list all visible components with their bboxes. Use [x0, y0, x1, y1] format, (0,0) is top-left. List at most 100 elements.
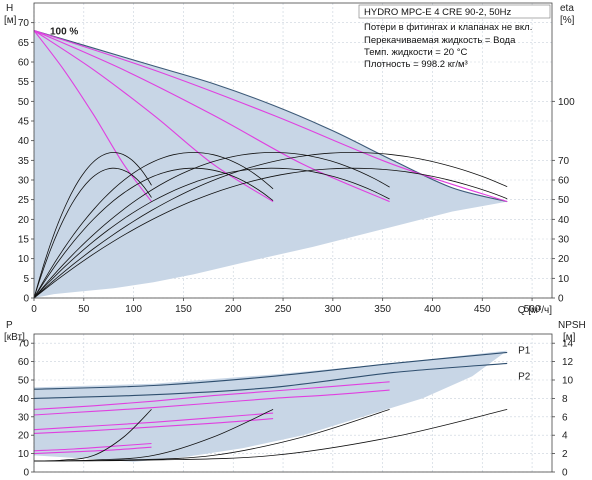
- top-x-ticks: 0 50 100 150 200 250 300 350 400 450 500: [31, 298, 541, 315]
- top-ytick-label-1: 5: [23, 274, 29, 285]
- top-y2label-line1: eta: [560, 3, 574, 14]
- bottom-y2tick-label-2: 4: [562, 431, 568, 442]
- top-ytick-label-7: 35: [18, 156, 30, 167]
- top-xtick-label-9: 450: [474, 304, 491, 315]
- top-ytick-label-10: 50: [18, 97, 30, 108]
- head-efficiency-panel: 0 5 10 15 20 25 30 35 40 45 50 55 60 65 70 0 10 20 30 40 50…: [4, 2, 575, 316]
- bottom-y2label-line1: NPSH: [558, 320, 586, 331]
- top-ytick-label-5: 25: [18, 195, 30, 206]
- bottom-ytick-label-6: 60: [18, 357, 30, 368]
- power-curve-2: [33, 389, 390, 416]
- head-curve-3: [33, 29, 390, 203]
- top-envelope: [33, 29, 508, 298]
- efficiency-curve-7: [33, 167, 390, 299]
- top-ytick-label-13: 65: [18, 38, 30, 49]
- bottom-ytick-label-3: 30: [18, 412, 30, 423]
- bottom-ytick-label-2: 20: [18, 431, 30, 442]
- efficiency-curve-2: [33, 152, 274, 299]
- top-y2tick-label-3: 30: [558, 235, 570, 246]
- top-y2tick-label-1: 10: [558, 274, 570, 285]
- top-xtick-label-0: 0: [31, 304, 37, 315]
- top-xlabel: Q [м³/ч]: [518, 305, 553, 316]
- bottom-ytick-label-0: 0: [23, 468, 29, 479]
- top-xtick-label-2: 100: [125, 304, 142, 315]
- power-series-p2: [33, 362, 508, 399]
- top-xtick-label-8: 400: [424, 304, 441, 315]
- bottom-y2tick-label-1: 2: [562, 449, 568, 460]
- npsh-curve-4: [33, 409, 508, 462]
- top-y2tick-label-6: 60: [558, 176, 570, 187]
- top-xtick-label-3: 150: [175, 304, 192, 315]
- efficiency-curve-6: [33, 167, 274, 299]
- p1-label: P1: [518, 346, 531, 357]
- top-envelope-area: [34, 30, 508, 298]
- title-box: [358, 4, 551, 19]
- top-ytick-label-8: 40: [18, 136, 30, 147]
- top-ytick-label-12: 60: [18, 58, 30, 69]
- power-curve-6: [33, 446, 152, 455]
- top-xtick-label-6: 300: [325, 304, 342, 315]
- note-line-3: Темп. жидкости = 20 °C: [364, 47, 467, 58]
- bottom-y2label-line2: [м]: [563, 332, 576, 343]
- efficiency-curve-4: [33, 152, 508, 299]
- top-y2tick-label-0: 0: [558, 294, 564, 305]
- power-curve-4: [33, 418, 274, 434]
- top-xtick-label-5: 250: [275, 304, 292, 315]
- bottom-ytick-label-5: 50: [18, 376, 30, 387]
- head-curve-4: [33, 29, 508, 203]
- top-plot-frame: [33, 2, 553, 299]
- bottom-ytick-label-1: 10: [18, 449, 30, 460]
- top-ytick-label-2: 10: [18, 254, 30, 265]
- top-xtick-label-1: 50: [78, 304, 90, 315]
- top-xtick-label-10: 500: [524, 304, 541, 315]
- bottom-curves: [33, 351, 508, 462]
- bottom-y2tick-label-7: 14: [562, 339, 574, 350]
- note-line-4: Плотность = 998.2 кг/м³: [364, 59, 468, 70]
- bottom-y2tick-label-6: 12: [562, 357, 574, 368]
- efficiency-curve-8: [33, 167, 508, 299]
- top-y2tick-label-5: 50: [558, 195, 570, 206]
- power-npsh-panel: 0 10 20 30 40 50 60 70 0 2 4 6 8 10 12 14 P [кВт] NPSH…: [4, 320, 586, 479]
- bottom-plot-frame: [33, 333, 553, 473]
- top-ytick-label-11: 55: [18, 77, 30, 88]
- p2-label: P2: [518, 371, 531, 382]
- top-y2tick-label-2: 20: [558, 254, 570, 265]
- top-y2tick-label-4: 40: [558, 215, 570, 226]
- bottom-ylabel-line2: [кВт]: [4, 332, 25, 343]
- power-series-p1: [33, 351, 508, 390]
- bottom-y-ticks: 0 10 20 30 40 50 60 70: [18, 339, 34, 479]
- top-ytick-label-14: 70: [18, 18, 30, 29]
- top-ytick-label-6: 30: [18, 176, 30, 187]
- head-curve-2: [33, 30, 274, 203]
- top-y2label-line2: [%]: [560, 15, 575, 26]
- top-ylabel-line2: [м]: [4, 15, 17, 26]
- chart-title: HYDRO MPC-E 4 CRE 90-2, 50Hz: [364, 7, 512, 18]
- efficiency-curve-3: [33, 152, 390, 299]
- bottom-y2tick-label-3: 6: [562, 412, 568, 423]
- top-ytick-label-3: 15: [18, 235, 30, 246]
- top-xtick-label-7: 350: [374, 304, 391, 315]
- bottom-y2-ticks: 0 2 4 6 8 10 12 14: [552, 339, 574, 479]
- bottom-ytick-label-7: 70: [18, 339, 30, 350]
- bottom-y2tick-label-4: 8: [562, 394, 568, 405]
- top-envelope-edge: [33, 29, 508, 203]
- bottom-y2tick-label-5: 10: [562, 376, 574, 387]
- top-y2-ticks: 0 10 20 30 40 50 60 70 100: [552, 97, 575, 305]
- top-y2tick-label-7: 70: [558, 156, 570, 167]
- bottom-envelope-area: [34, 350, 508, 462]
- top-ytick-label-4: 20: [18, 215, 30, 226]
- power-curve-1: [33, 381, 390, 410]
- head-curve-1: [33, 30, 152, 202]
- power-curve-3: [33, 412, 274, 431]
- efficiency-curve-1: [33, 152, 152, 299]
- bottom-envelope: [34, 350, 508, 462]
- efficiency-curve-5: [33, 167, 152, 299]
- top-xtick-label-4: 200: [225, 304, 242, 315]
- note-line-2: Перекачиваемая жидкость = Вода: [364, 35, 516, 46]
- speed-100-annotation: 100 %: [50, 27, 78, 38]
- note-line-1: Потери в фитингах и клапанах не вкл.: [364, 22, 532, 33]
- bottom-y2tick-label-0: 0: [562, 468, 568, 479]
- top-ytick-label-9: 45: [18, 117, 30, 128]
- top-y2tick-label-8: 100: [558, 97, 575, 108]
- top-ytick-label-0: 0: [23, 294, 29, 305]
